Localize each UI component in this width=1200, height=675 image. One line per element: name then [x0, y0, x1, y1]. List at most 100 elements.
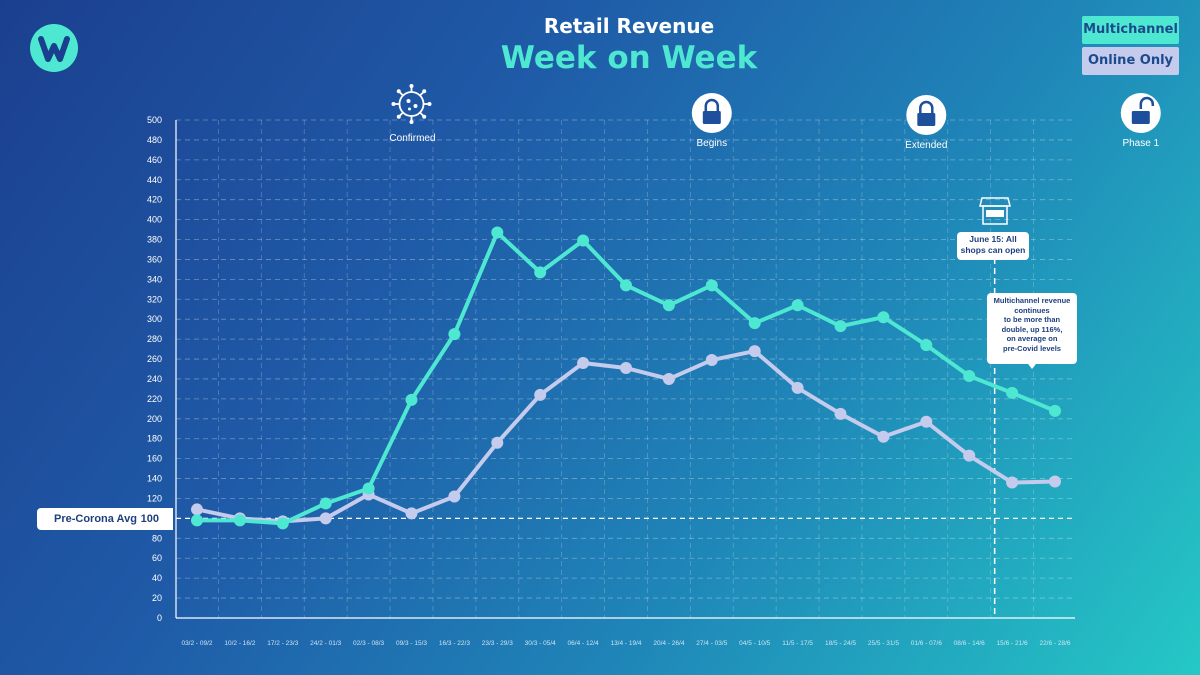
- y-tick-label: 360: [147, 254, 162, 264]
- y-tick-label: 140: [147, 474, 162, 484]
- virus-dot: [406, 99, 411, 103]
- baseline-label: Pre-Corona Avg: [54, 513, 137, 525]
- x-tick-label: 23/3 - 29/3: [482, 640, 513, 647]
- x-tick-label: 10/2 - 16/2: [224, 640, 255, 647]
- multichannel-point: [791, 299, 804, 312]
- online-only-point: [405, 507, 418, 520]
- annotation-line: pre-Covid levels: [1003, 343, 1061, 353]
- shop-body: [982, 205, 1008, 225]
- annotation-line: to be more than: [1003, 315, 1061, 324]
- y-tick-label: 60: [152, 553, 162, 563]
- x-tick-label: 06/4 - 12/4: [568, 640, 599, 647]
- online-only-point: [705, 354, 718, 367]
- multichannel-series-line: [195, 230, 1057, 526]
- y-tick-label: 80: [152, 533, 162, 543]
- x-tick-label: 27/4 - 03/5: [696, 640, 727, 647]
- june-annotation: June 15: All shops can open: [957, 232, 1029, 260]
- legend-multichannel: Multichannel: [1082, 16, 1179, 44]
- event-label: Extended: [905, 140, 947, 151]
- online-only-point: [834, 407, 847, 420]
- virus-spike-tip: [396, 114, 401, 119]
- x-tick-label: 18/5 - 24/5: [825, 640, 856, 647]
- y-tick-label: 40: [152, 573, 162, 583]
- online-only-point: [577, 357, 590, 370]
- y-tick-label: 220: [147, 394, 162, 404]
- virus-spike-tip: [422, 89, 427, 94]
- lock-shackle: [704, 98, 720, 111]
- event-label: Begins: [697, 138, 728, 149]
- multichannel-point: [448, 328, 461, 341]
- multichannel-point: [1049, 404, 1061, 417]
- y-tick-label: 0: [157, 613, 162, 623]
- chart-title: Retail Revenue: [543, 14, 715, 38]
- x-tick-label: 03/2 - 09/2: [181, 640, 212, 647]
- virus-spike-tip: [391, 102, 396, 106]
- y-tick-label: 200: [147, 414, 162, 424]
- annotation-line: continues: [1014, 305, 1050, 315]
- legend-online-only: Online Only: [1082, 47, 1179, 75]
- y-tick-label: 320: [147, 294, 162, 304]
- event-label: Phase 1: [1122, 138, 1159, 149]
- multichannel-point: [834, 320, 847, 333]
- virus-dot: [408, 107, 411, 111]
- multichannel-point: [620, 279, 632, 292]
- online-only-point: [662, 372, 675, 385]
- annotation-line: on average on: [1006, 334, 1058, 343]
- online-only-point: [620, 362, 632, 375]
- online-only-point: [1049, 475, 1061, 488]
- x-tick-label: 11/5 - 17/5: [782, 640, 813, 647]
- x-tick-label: 04/5 - 10/5: [739, 640, 770, 647]
- y-tick-label: 440: [147, 175, 162, 185]
- y-tick-label: 460: [147, 155, 162, 165]
- event-label: Confirmed: [389, 133, 435, 144]
- y-tick-label: 380: [147, 235, 162, 245]
- y-tick-label: 20: [152, 593, 162, 603]
- online-only-point: [491, 436, 504, 449]
- chart-subtitle: Week on Week: [500, 40, 758, 76]
- online-only-point: [748, 345, 761, 358]
- virus-spike-tip: [396, 89, 401, 94]
- y-tick-label: 160: [147, 454, 162, 464]
- y-tick-label: 500: [147, 115, 162, 125]
- multichannel-point: [405, 393, 418, 406]
- multichannel-point: [1006, 386, 1019, 399]
- online-only-point: [191, 503, 203, 516]
- lock-shackle: [919, 100, 934, 113]
- multichannel-point: [276, 517, 289, 530]
- company-logo: [30, 24, 78, 72]
- y-tick-label: 240: [147, 374, 162, 384]
- x-tick-label: 02/3 - 08/3: [353, 640, 384, 647]
- y-tick-label: 300: [147, 314, 162, 324]
- y-tick-label: 120: [147, 493, 162, 503]
- pre-corona-avg-label: Pre-Corona Avg 100: [37, 508, 173, 530]
- x-tick-label: 20/4 - 26/4: [653, 640, 684, 647]
- online-only-point: [448, 490, 461, 503]
- multichannel-point: [233, 514, 246, 527]
- multichannel-point: [705, 279, 718, 292]
- x-tick-label: 25/5 - 31/5: [868, 640, 899, 647]
- x-axis-ticks: 03/2 - 09/2 10/2 - 16/2 17/2 - 23/3 24/2 - …: [181, 640, 1070, 647]
- x-tick-label: 24/2 - 01/3: [310, 640, 341, 647]
- annotation-line: Multichannel revenue: [993, 296, 1071, 305]
- online-only-point: [1006, 476, 1019, 489]
- shop-open-icon: [979, 197, 1011, 225]
- virus-body: [398, 91, 425, 117]
- x-tick-label: 22/6 - 28/6: [1039, 640, 1070, 647]
- virus-spike-tip: [427, 102, 432, 106]
- lock-body: [1131, 111, 1150, 124]
- virus-icon: [391, 84, 432, 124]
- chart-series: [191, 226, 1061, 530]
- multichannel-point: [877, 311, 890, 324]
- virus-dot: [413, 104, 418, 108]
- y-tick-label: 180: [147, 434, 162, 444]
- virus-spike-tip: [409, 120, 414, 124]
- online-only-point: [319, 512, 332, 525]
- x-tick-label: 01/6 - 07/6: [911, 640, 942, 647]
- multichannel-point: [362, 482, 375, 495]
- virus-spike-tip: [409, 84, 414, 88]
- x-tick-label: 09/3 - 15/3: [396, 640, 427, 647]
- virus-spike-tip: [422, 114, 427, 119]
- online-only-point: [963, 449, 976, 462]
- y-tick-label: 280: [147, 334, 162, 344]
